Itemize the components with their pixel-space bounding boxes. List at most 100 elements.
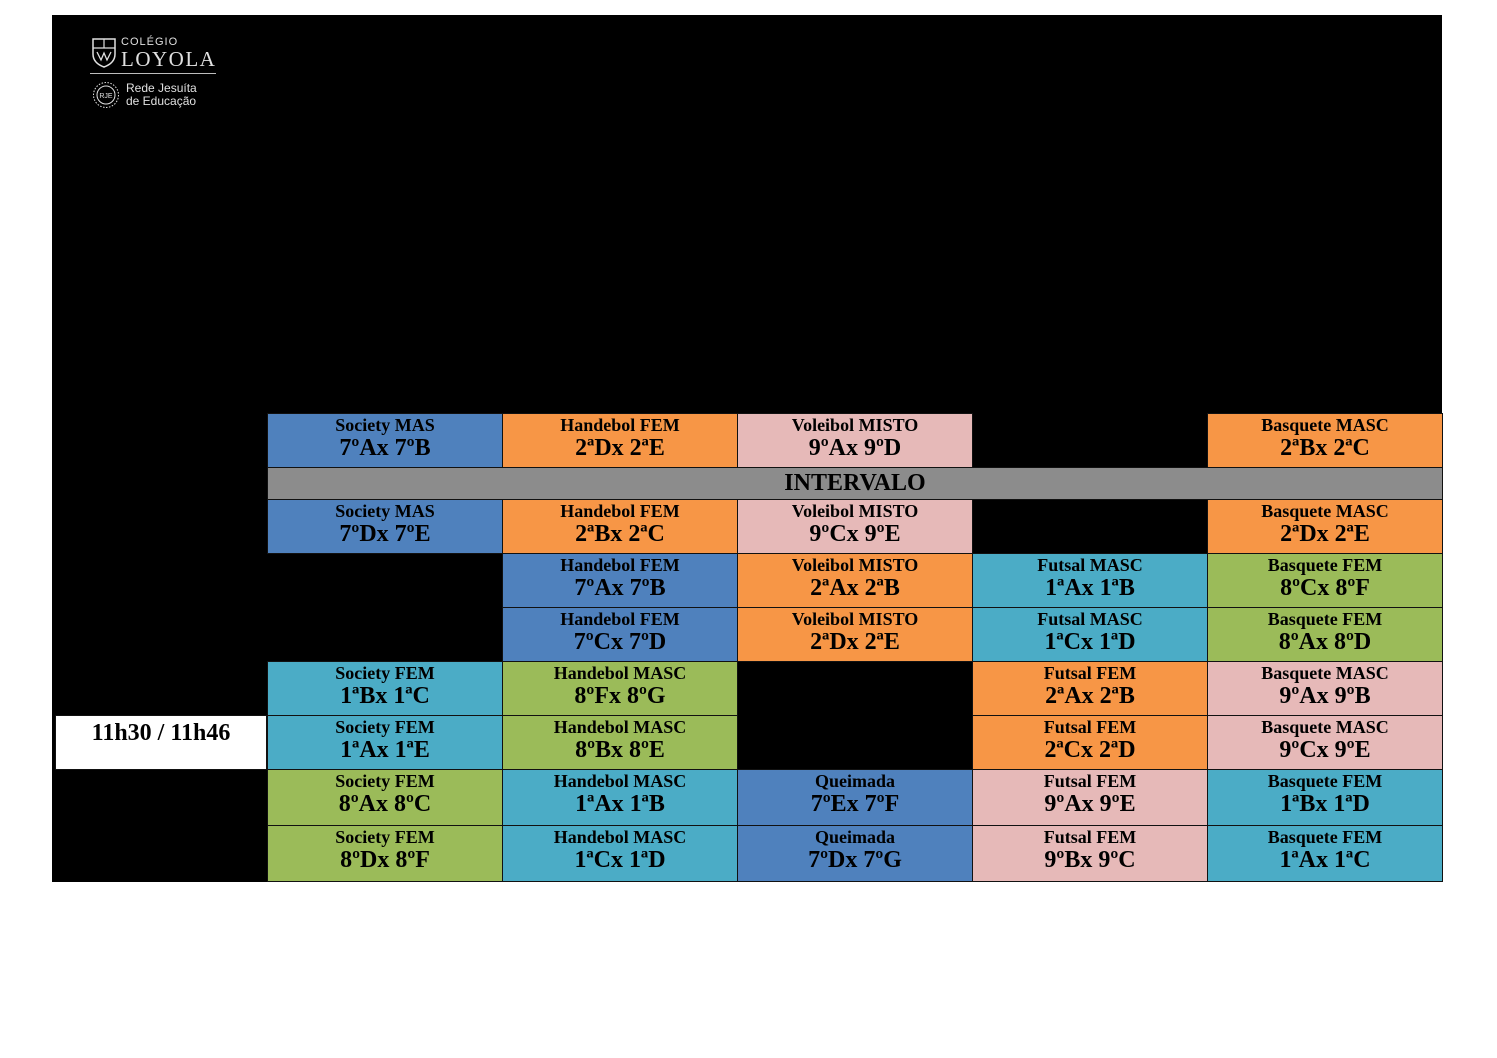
match-cell: Futsal MASC 1ªAx 1ªB [972, 553, 1208, 608]
sport-label: Handebol MASC [553, 827, 687, 847]
logo-network-line2: de Educação [126, 94, 197, 108]
sport-label: Voleibol MISTO [791, 555, 919, 575]
sport-label: Society MAS [335, 501, 435, 521]
sport-label: Handebol MASC [553, 663, 687, 683]
match-cell: Handebol MASC 1ªCx 1ªD [502, 825, 738, 882]
teams-label: 1ªAx 1ªB [1045, 575, 1135, 601]
teams-label: 2ªDx 2ªE [575, 435, 665, 461]
match-cell: Basquete FEM 8ºAx 8ºD [1207, 607, 1443, 662]
logo-name-text: LOYOLA [121, 47, 217, 71]
match-cell: Handebol FEM 2ªBx 2ªC [502, 499, 738, 554]
loyola-shield-icon [92, 38, 116, 68]
match-cell: Basquete FEM 8ºCx 8ºF [1207, 553, 1443, 608]
match-cell: Voleibol MISTO 9ºAx 9ºD [737, 413, 973, 468]
match-cell: Society FEM 1ªBx 1ªC [267, 661, 503, 716]
sport-label: Futsal FEM [1043, 663, 1137, 683]
intervalo-band: INTERVALO [267, 467, 1443, 500]
match-cell: Society MAS 7ºDx 7ºE [267, 499, 503, 554]
sport-label: Basquete MASC [1261, 501, 1389, 521]
match-cell: Futsal FEM 2ªAx 2ªB [972, 661, 1208, 716]
sport-label: Voleibol MISTO [791, 501, 919, 521]
match-cell: Basquete FEM 1ªBx 1ªD [1207, 769, 1443, 826]
match-cell: Society FEM 8ºDx 8ºF [267, 825, 503, 882]
teams-label: 9ºAx 9ºB [1279, 683, 1371, 709]
teams-label: 2ªDx 2ªE [1280, 521, 1370, 547]
teams-label: 1ªAx 1ªB [575, 791, 665, 817]
teams-label: 8ºCx 8ºF [1280, 575, 1370, 601]
sport-label: Basquete FEM [1267, 827, 1383, 847]
teams-label: 1ªAx 1ªC [1279, 847, 1371, 873]
match-cell: Society FEM 1ªAx 1ªE [267, 715, 503, 770]
match-cell: Basquete MASC 9ºCx 9ºE [1207, 715, 1443, 770]
sport-label: Basquete FEM [1267, 555, 1383, 575]
teams-label: 7ºAx 7ºB [339, 435, 431, 461]
teams-label: 9ºCx 9ºE [1279, 737, 1371, 763]
logo-college-text: COLÉGIO [121, 36, 179, 48]
sport-label: Basquete MASC [1261, 663, 1389, 683]
match-cell: Basquete MASC 2ªDx 2ªE [1207, 499, 1443, 554]
match-cell: Voleibol MISTO 2ªDx 2ªE [737, 607, 973, 662]
sport-label: Futsal MASC [1037, 609, 1143, 629]
teams-label: 9ºCx 9ºE [809, 521, 901, 547]
match-cell: Society MAS 7ºAx 7ºB [267, 413, 503, 468]
teams-label: 2ªBx 2ªC [575, 521, 665, 547]
teams-label: 9ºAx 9ºD [808, 435, 902, 461]
teams-label: 1ªAx 1ªE [340, 737, 430, 763]
match-cell: Queimada 7ºEx 7ºF [737, 769, 973, 826]
match-cell: Society FEM 8ºAx 8ºC [267, 769, 503, 826]
match-cell: Voleibol MISTO 2ªAx 2ªB [737, 553, 973, 608]
teams-label: 2ªBx 2ªC [1280, 435, 1370, 461]
match-cell: Voleibol MISTO 9ºCx 9ºE [737, 499, 973, 554]
sport-label: Society FEM [335, 827, 435, 847]
sport-label: Handebol FEM [560, 501, 680, 521]
teams-label: 7ºDx 7ºG [808, 847, 902, 873]
sport-label: Voleibol MISTO [791, 415, 919, 435]
teams-label: 9ºBx 9ºC [1044, 847, 1136, 873]
teams-label: 1ªBx 1ªD [1280, 791, 1370, 817]
teams-label: 1ªCx 1ªD [1044, 629, 1136, 655]
match-cell: Handebol MASC 1ªAx 1ªB [502, 769, 738, 826]
teams-label: 8ºAx 8ºC [338, 791, 432, 817]
sport-label: Handebol FEM [560, 415, 680, 435]
sport-label: Basquete MASC [1261, 415, 1389, 435]
match-cell: Futsal FEM 2ªCx 2ªD [972, 715, 1208, 770]
teams-label: 7ºDx 7ºE [339, 521, 431, 547]
sport-label: Futsal FEM [1043, 717, 1137, 737]
teams-label: 7ºAx 7ºB [574, 575, 666, 601]
sport-label: Voleibol MISTO [791, 609, 919, 629]
rje-seal-icon: RJE [93, 82, 119, 108]
sport-label: Handebol FEM [560, 555, 680, 575]
logo-divider [90, 73, 216, 74]
match-cell: Futsal MASC 1ªCx 1ªD [972, 607, 1208, 662]
teams-label: 8ºFx 8ºG [574, 683, 666, 709]
teams-label: 8ºAx 8ºD [1278, 629, 1372, 655]
teams-label: 8ºBx 8ºE [575, 737, 665, 763]
time-slot-label: 11h30 / 11h46 [55, 715, 267, 770]
sport-label: Handebol MASC [553, 771, 687, 791]
sport-label: Handebol FEM [560, 609, 680, 629]
match-cell: Basquete FEM 1ªAx 1ªC [1207, 825, 1443, 882]
seal-text: RJE [99, 93, 113, 100]
sport-label: Society FEM [335, 663, 435, 683]
logo-network-line1: Rede Jesuíta [126, 81, 197, 95]
sport-label: Society FEM [335, 771, 435, 791]
sport-label: Society FEM [335, 717, 435, 737]
teams-label: 7ºCx 7ºD [573, 629, 667, 655]
sport-label: Society MAS [335, 415, 435, 435]
teams-label: 2ªCx 2ªD [1044, 737, 1136, 763]
match-cell: Futsal FEM 9ºAx 9ºE [972, 769, 1208, 826]
match-cell: Futsal FEM 9ºBx 9ºC [972, 825, 1208, 882]
sport-label: Basquete FEM [1267, 609, 1383, 629]
teams-label: 7ºEx 7ºF [810, 791, 900, 817]
sport-label: Basquete MASC [1261, 717, 1389, 737]
teams-label: 9ºAx 9ºE [1044, 791, 1136, 817]
teams-label: 2ªDx 2ªE [810, 629, 900, 655]
match-cell: Basquete MASC 2ªBx 2ªC [1207, 413, 1443, 468]
teams-label: 1ªCx 1ªD [574, 847, 666, 873]
teams-label: 2ªAx 2ªB [810, 575, 900, 601]
match-cell: Handebol MASC 8ºFx 8ºG [502, 661, 738, 716]
teams-label: 1ªBx 1ªC [340, 683, 430, 709]
teams-label: 8ºDx 8ºF [340, 847, 430, 873]
sport-label: Queimada [814, 771, 895, 791]
sport-label: Futsal FEM [1043, 771, 1137, 791]
